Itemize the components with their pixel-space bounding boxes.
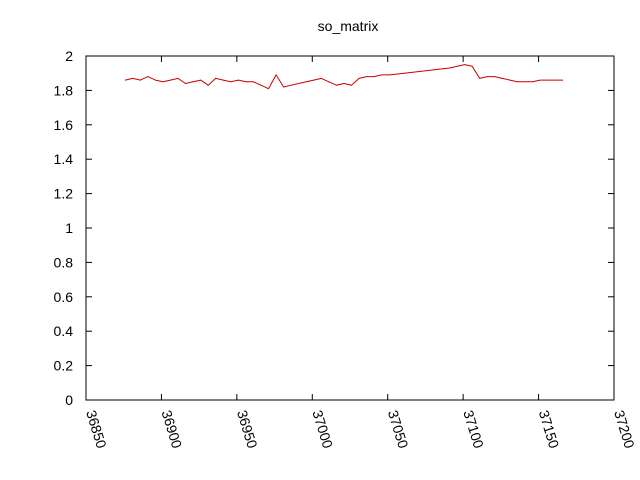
data-point [283, 86, 285, 88]
data-point [547, 79, 549, 81]
x-tick-label: 36850 [83, 408, 110, 450]
y-tick-label: 1.2 [54, 186, 74, 202]
data-point [132, 77, 134, 79]
data-point [343, 83, 345, 85]
data-point [275, 74, 277, 76]
data-point [524, 81, 526, 83]
chart-title: so_matrix [318, 18, 379, 34]
data-point [237, 79, 239, 81]
data-point [351, 84, 353, 86]
x-tick-label: 36950 [234, 408, 261, 450]
data-point [464, 64, 466, 66]
data-point [290, 84, 292, 86]
data-point [562, 79, 564, 81]
x-tick-label: 37200 [611, 408, 638, 450]
y-tick-label: 0.6 [54, 289, 74, 305]
data-point [532, 81, 534, 83]
data-point [305, 81, 307, 83]
data-point [147, 76, 149, 78]
x-tick-label: 37000 [309, 408, 336, 450]
data-point [192, 81, 194, 83]
data-point [124, 79, 126, 81]
data-point [373, 76, 375, 78]
data-point [494, 76, 496, 78]
data-point [328, 81, 330, 83]
data-point [154, 79, 156, 81]
data-point [177, 77, 179, 79]
data-point [486, 76, 488, 78]
x-axis: 36850 36900 36950 37000 37050 37100 37150 37200 [83, 56, 638, 450]
data-point [230, 81, 232, 83]
data-point [388, 74, 390, 76]
x-tick-label: 37100 [460, 408, 487, 450]
data-point [200, 79, 202, 81]
data-point [358, 77, 360, 79]
series-layer [124, 64, 564, 90]
y-tick-label: 0 [65, 392, 73, 408]
y-tick-label: 1.8 [54, 82, 74, 98]
y-tick-label: 2 [65, 48, 73, 64]
y-tick-label: 1.4 [54, 151, 74, 167]
data-point [381, 74, 383, 76]
data-point [268, 88, 270, 90]
series-line-0 [125, 64, 563, 90]
data-point [207, 84, 209, 86]
y-tick-label: 0.2 [54, 358, 74, 374]
data-point [222, 79, 224, 81]
data-point [335, 84, 337, 86]
data-point [313, 79, 315, 81]
data-point [320, 77, 322, 79]
data-point [516, 81, 518, 83]
data-point [366, 76, 368, 78]
x-tick-label: 36900 [159, 408, 186, 450]
y-tick-label: 0.4 [54, 323, 74, 339]
data-point [162, 81, 164, 83]
data-point [139, 79, 141, 81]
data-point [501, 77, 503, 79]
y-tick-label: 0.8 [54, 254, 74, 270]
data-point [509, 79, 511, 81]
data-point [245, 81, 247, 83]
data-point [169, 79, 171, 81]
x-tick-label: 37150 [536, 408, 563, 450]
data-point [539, 79, 541, 81]
x-tick-label: 37050 [385, 408, 412, 450]
data-point [479, 77, 481, 79]
data-point [433, 69, 435, 71]
y-tick-label: 1.6 [54, 117, 74, 133]
plot-frame [85, 55, 615, 401]
data-point [185, 83, 187, 85]
data-point [471, 65, 473, 67]
data-point [215, 77, 217, 79]
data-point [260, 84, 262, 86]
y-tick-label: 1 [65, 220, 73, 236]
data-point [403, 72, 405, 74]
data-point [252, 81, 254, 83]
data-point [418, 70, 420, 72]
data-point [449, 67, 451, 69]
data-point [554, 79, 556, 81]
y-axis: 0 0.2 0.4 0.6 0.8 1 1.2 1.4 1.6 1.8 2 [54, 48, 614, 408]
data-point [298, 83, 300, 85]
